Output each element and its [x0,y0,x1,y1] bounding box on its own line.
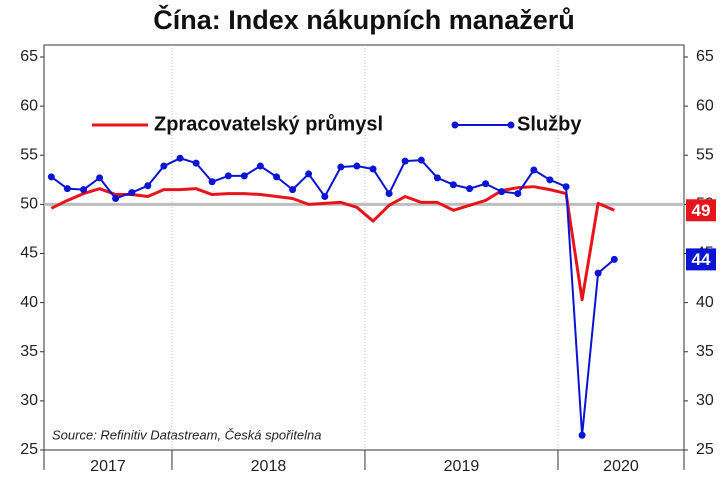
y-tick-label: 45 [20,245,38,262]
y-tick-label: 50 [20,196,38,213]
point [594,269,602,277]
y2-tick-label: 65 [696,48,714,65]
point [47,173,55,181]
legend-label: Služby [517,113,582,135]
value-tag-box [686,248,716,271]
point [256,162,264,170]
legend-marker [507,121,515,129]
value-tag: 44 [686,248,716,271]
point [498,188,506,196]
point [530,166,538,174]
legend-label: Zpracovatelský průmysl [154,113,383,135]
value-label: 49 [692,201,711,220]
point [385,190,393,198]
value-tag-box [686,199,716,222]
point [353,162,361,170]
point [578,431,586,439]
y-tick-label: 55 [20,146,38,163]
series-line [50,157,615,437]
point [321,193,329,201]
point [112,194,120,202]
point [160,162,168,170]
x-tick-label: 2018 [251,458,287,475]
point [466,185,474,193]
point [176,154,184,162]
point [273,173,281,181]
point [289,186,297,194]
point [417,156,425,164]
point [369,165,377,173]
point [224,172,232,180]
y2-tick-label: 35 [696,343,714,360]
source-note: Source: Refinitiv Datastream, Česká spoř… [52,427,322,442]
value-tag: 49 [686,199,716,222]
point [610,255,618,263]
point [546,176,554,184]
y2-tick-label: 25 [696,441,714,458]
point [449,181,457,189]
legend-marker [451,121,459,129]
point [80,186,88,194]
y2-tick-label: 60 [696,97,714,114]
point [192,159,200,167]
value-label: 44 [692,250,711,269]
y-tick-label: 25 [20,441,38,458]
point [482,180,490,188]
point [63,185,71,193]
point [305,170,313,178]
y-tick-label: 35 [20,343,38,360]
x-tick-label: 2019 [444,458,480,475]
point [240,172,248,180]
point [208,178,216,186]
x-tick-label: 2017 [90,458,126,475]
point [433,174,441,182]
point [337,163,345,171]
y-tick-label: 30 [20,392,38,409]
y2-tick-label: 40 [696,294,714,311]
point [96,174,104,182]
y-tick-label: 65 [20,48,38,65]
point [562,183,570,191]
series-line [50,185,615,302]
y-tick-label: 60 [20,97,38,114]
y-tick-label: 40 [20,294,38,311]
point [128,189,136,197]
y2-tick-label: 55 [696,146,714,163]
x-tick-label: 2020 [603,458,639,475]
point [401,157,409,165]
point [144,182,152,190]
chart-title: Čína: Index nákupních manažerů [153,4,575,35]
y2-tick-label: 30 [696,392,714,409]
plot-frame [43,44,685,451]
point [514,190,522,198]
